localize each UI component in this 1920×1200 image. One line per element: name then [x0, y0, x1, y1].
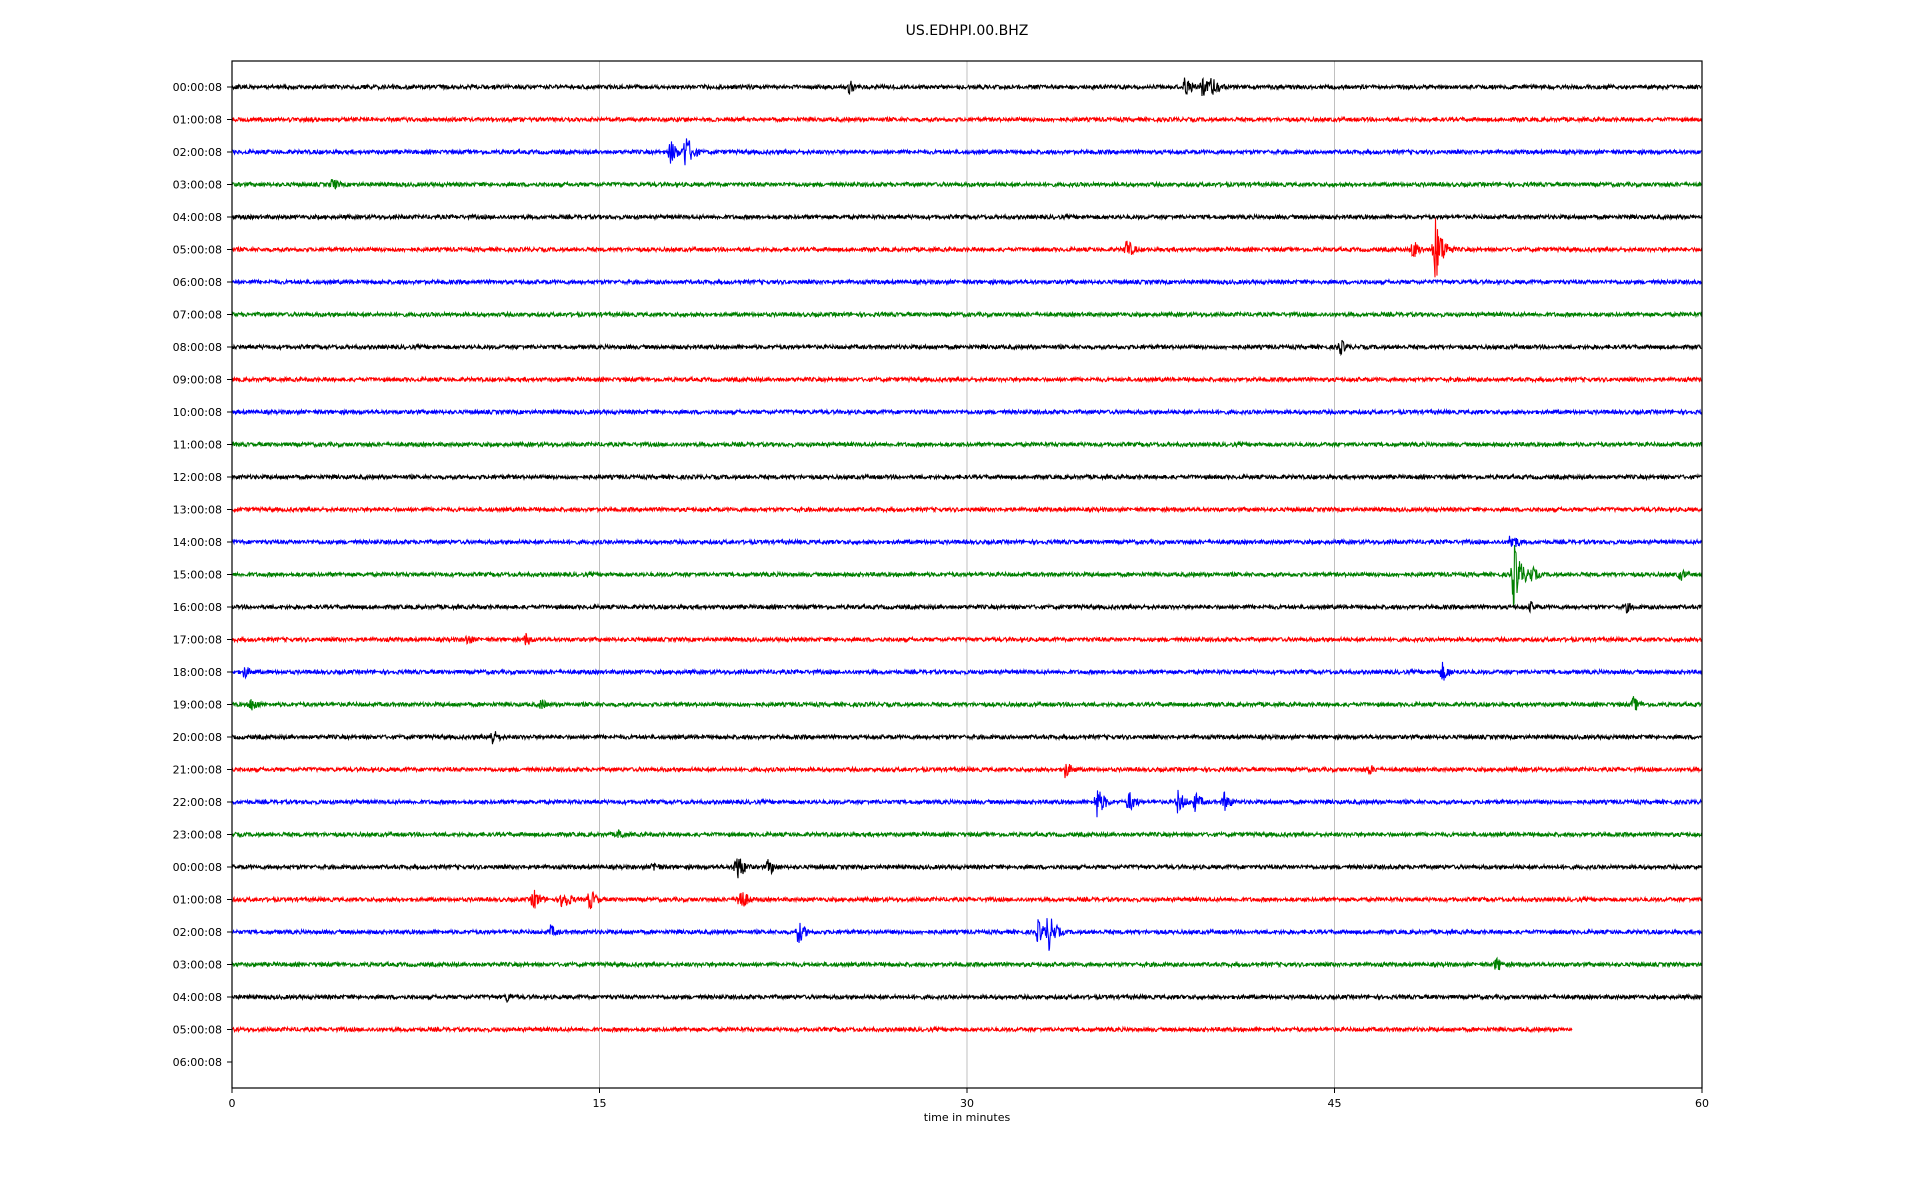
trace-line — [231, 1025, 1573, 1034]
trace-line — [231, 310, 1703, 319]
trace-line — [231, 763, 1703, 779]
x-tick-label: 0 — [229, 1097, 236, 1110]
row-label: 03:00:08 — [173, 959, 222, 972]
trace-line — [231, 76, 1703, 97]
row-label: 21:00:08 — [173, 764, 222, 777]
row-label: 07:00:08 — [173, 309, 222, 322]
row-label: 01:00:08 — [173, 114, 222, 127]
row-label: 22:00:08 — [173, 796, 222, 809]
row-label: 02:00:08 — [173, 926, 222, 939]
trace-line — [231, 440, 1703, 449]
trace-line — [231, 889, 1703, 910]
trace-line — [231, 696, 1703, 711]
row-label: 19:00:08 — [173, 699, 222, 712]
row-label: 05:00:08 — [173, 1024, 222, 1037]
row-label: 01:00:08 — [173, 894, 222, 907]
row-label: 02:00:08 — [173, 146, 222, 159]
trace-line — [231, 544, 1703, 607]
trace-line — [231, 375, 1703, 384]
trace-line — [231, 600, 1703, 614]
trace-line — [231, 731, 1703, 745]
trace-line — [231, 992, 1703, 1003]
trace-line — [231, 115, 1703, 124]
trace-line — [231, 472, 1703, 482]
row-label: 03:00:08 — [173, 179, 222, 192]
trace-line — [231, 339, 1703, 357]
row-label: 23:00:08 — [173, 829, 222, 842]
trace-line — [231, 138, 1703, 166]
row-label: 00:00:08 — [173, 81, 222, 94]
row-label: 09:00:08 — [173, 374, 222, 387]
trace-line — [231, 632, 1703, 646]
row-label: 06:00:08 — [173, 1056, 222, 1069]
row-label: 12:00:08 — [173, 471, 222, 484]
trace-line — [231, 179, 1703, 190]
row-label: 11:00:08 — [173, 439, 222, 452]
trace-line — [231, 858, 1703, 879]
row-label: 04:00:08 — [173, 211, 222, 224]
trace-line — [231, 918, 1703, 951]
row-label: 00:00:08 — [173, 861, 222, 874]
x-tick-label: 30 — [960, 1097, 974, 1110]
row-label: 15:00:08 — [173, 569, 222, 582]
trace-line — [231, 212, 1703, 222]
row-label: 06:00:08 — [173, 276, 222, 289]
row-label: 18:00:08 — [173, 666, 222, 679]
row-label: 04:00:08 — [173, 991, 222, 1004]
trace-line — [231, 277, 1703, 287]
row-label: 05:00:08 — [173, 244, 222, 257]
x-axis-label: time in minutes — [924, 1111, 1011, 1124]
x-axis-tick-labels: 0 15 30 45 60 — [229, 1088, 1709, 1110]
row-label: 14:00:08 — [173, 536, 222, 549]
y-axis-tick-labels: 00:00:08 01:00:08 02:00:08 03:00:08 04:00:08… — [173, 81, 232, 1069]
trace-line — [231, 407, 1703, 417]
row-label: 16:00:08 — [173, 601, 222, 614]
x-tick-label: 60 — [1695, 1097, 1709, 1110]
row-label: 08:00:08 — [173, 341, 222, 354]
trace-line — [231, 829, 1703, 839]
trace-line — [231, 661, 1703, 681]
row-label: 13:00:08 — [173, 504, 222, 517]
trace-line — [231, 956, 1703, 971]
x-tick-label: 15 — [593, 1097, 607, 1110]
trace-line — [231, 218, 1703, 278]
trace-line — [231, 505, 1703, 514]
row-label: 17:00:08 — [173, 634, 222, 647]
trace-line — [231, 535, 1703, 548]
x-tick-label: 45 — [1328, 1097, 1342, 1110]
row-label: 10:00:08 — [173, 406, 222, 419]
row-label: 20:00:08 — [173, 731, 222, 744]
traces — [231, 76, 1703, 1034]
trace-line — [231, 789, 1703, 818]
chart-title: US.EDHPI.00.BHZ — [906, 23, 1029, 39]
